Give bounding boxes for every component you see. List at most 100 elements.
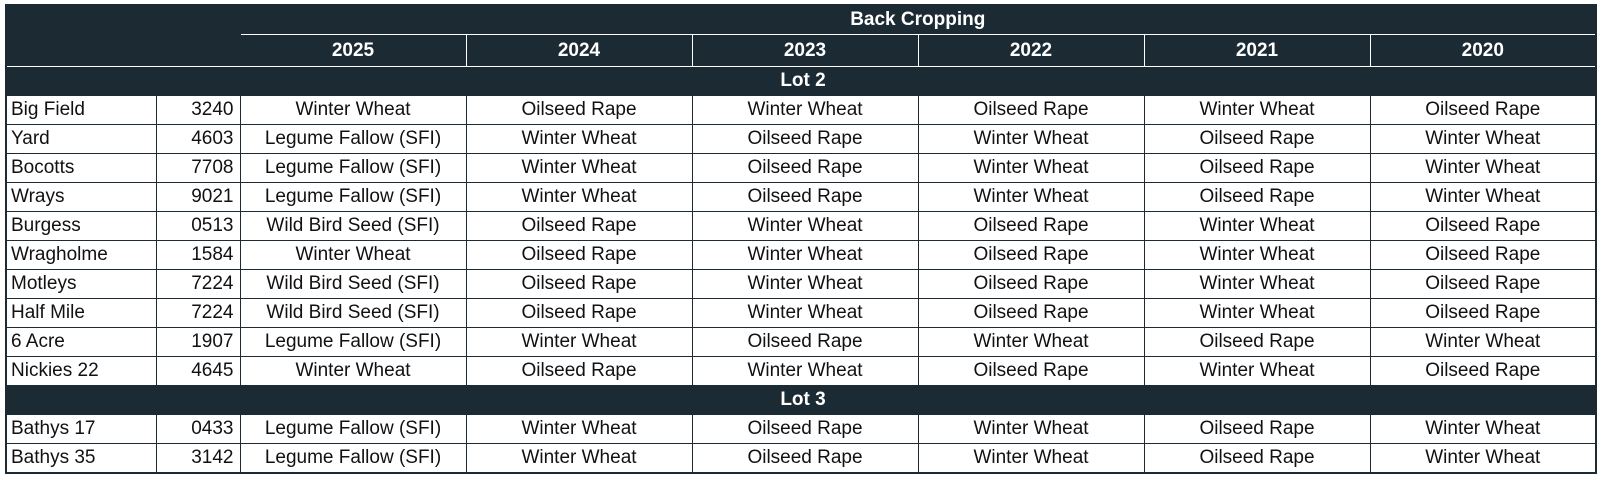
- crop-cell: Oilseed Rape: [1369, 95, 1597, 125]
- crop-cell: Winter Wheat: [691, 95, 919, 125]
- crop-cell: Oilseed Rape: [465, 240, 693, 270]
- crop-cell: Winter Wheat: [691, 356, 919, 386]
- field-code: 3240: [155, 95, 241, 125]
- data-row: Bocotts 7708 Legume Fallow (SFI) Winter Whe…: [5, 153, 1597, 183]
- crop-cell: Winter Wheat: [691, 240, 919, 270]
- crop-cell: Winter Wheat: [1143, 269, 1371, 299]
- field-code: 7224: [155, 269, 241, 299]
- data-row: Half Mile 7224 Wild Bird Seed (SFI) Oilseed…: [5, 298, 1597, 328]
- data-row: Bathys 35 3142 Legume Fallow (SFI) Winter W…: [5, 443, 1597, 474]
- field-name: 6 Acre: [5, 327, 157, 357]
- crop-cell: Oilseed Rape: [1143, 182, 1371, 212]
- crop-cell: Oilseed Rape: [1369, 240, 1597, 270]
- crop-cell: Oilseed Rape: [691, 443, 919, 474]
- crop-cell: Winter Wheat: [465, 153, 693, 183]
- data-row: Motleys 7224 Wild Bird Seed (SFI) Oilseed R…: [5, 269, 1597, 299]
- crop-cell: Oilseed Rape: [691, 414, 919, 444]
- crop-cell: Oilseed Rape: [691, 124, 919, 154]
- data-row: Yard 4603 Legume Fallow (SFI) Winter Wheat O…: [5, 124, 1597, 154]
- field-code: 0513: [155, 211, 241, 241]
- crop-cell: Oilseed Rape: [917, 356, 1145, 386]
- crop-cell: Winter Wheat: [1143, 298, 1371, 328]
- crop-cell: Oilseed Rape: [917, 298, 1145, 328]
- crop-cell: Wild Bird Seed (SFI): [239, 298, 467, 328]
- crop-cell: Oilseed Rape: [1143, 327, 1371, 357]
- crop-cell: Winter Wheat: [691, 211, 919, 241]
- year-header: 2025: [239, 34, 467, 67]
- table-title: Back Cropping: [239, 4, 1597, 35]
- crop-cell: Winter Wheat: [1369, 182, 1597, 212]
- crop-cell: Legume Fallow (SFI): [239, 443, 467, 474]
- group-row: Lot 2: [5, 66, 1597, 96]
- crop-cell: Oilseed Rape: [917, 269, 1145, 299]
- field-code: 7224: [155, 298, 241, 328]
- crop-cell: Oilseed Rape: [1369, 269, 1597, 299]
- crop-cell: Oilseed Rape: [1369, 298, 1597, 328]
- field-name: Half Mile: [5, 298, 157, 328]
- crop-cell: Winter Wheat: [1369, 327, 1597, 357]
- field-name: Nickies 22: [5, 356, 157, 386]
- crop-cell: Winter Wheat: [1369, 124, 1597, 154]
- crop-cell: Oilseed Rape: [1369, 211, 1597, 241]
- field-name: Bathys 35: [5, 443, 157, 474]
- data-row: Nickies 22 4645 Winter Wheat Oilseed Rape Wi…: [5, 356, 1597, 386]
- crop-cell: Winter Wheat: [465, 124, 693, 154]
- field-code: 1907: [155, 327, 241, 357]
- crop-cell: Oilseed Rape: [465, 269, 693, 299]
- field-code: 4603: [155, 124, 241, 154]
- crop-cell: Winter Wheat: [1369, 414, 1597, 444]
- crop-cell: Winter Wheat: [691, 298, 919, 328]
- field-code: 1584: [155, 240, 241, 270]
- field-name: Big Field: [5, 95, 157, 125]
- data-row: Wrays 9021 Legume Fallow (SFI) Winter Wheat…: [5, 182, 1597, 212]
- crop-cell: Winter Wheat: [917, 327, 1145, 357]
- field-name: Yard: [5, 124, 157, 154]
- field-code: 4645: [155, 356, 241, 386]
- crop-cell: Winter Wheat: [917, 414, 1145, 444]
- data-row: Big Field 3240 Winter Wheat Oilseed Rape Win…: [5, 95, 1597, 125]
- crop-cell: Winter Wheat: [917, 443, 1145, 474]
- crop-cell: Oilseed Rape: [1143, 124, 1371, 154]
- field-code: 9021: [155, 182, 241, 212]
- field-name: Bathys 17: [5, 414, 157, 444]
- field-code: 7708: [155, 153, 241, 183]
- blank-cell: [5, 4, 241, 67]
- field-name: Bocotts: [5, 153, 157, 183]
- crop-cell: Oilseed Rape: [691, 182, 919, 212]
- crop-cell: Winter Wheat: [1143, 240, 1371, 270]
- crop-cell: Legume Fallow (SFI): [239, 327, 467, 357]
- year-header: 2024: [465, 34, 693, 67]
- crop-table: Back Cropping 2025 2024 2023 2022 2021 2020 Lot…: [5, 4, 1598, 474]
- year-header: 2022: [917, 34, 1145, 67]
- crop-cell: Wild Bird Seed (SFI): [239, 211, 467, 241]
- field-code: 3142: [155, 443, 241, 474]
- crop-cell: Oilseed Rape: [691, 153, 919, 183]
- field-name: Wragholme: [5, 240, 157, 270]
- crop-cell: Winter Wheat: [239, 356, 467, 386]
- year-row: 2025 2024 2023 2022 2021 2020: [6, 34, 1597, 67]
- crop-cell: Oilseed Rape: [465, 356, 693, 386]
- crop-cell: Oilseed Rape: [465, 298, 693, 328]
- data-row: Bathys 17 0433 Legume Fallow (SFI) Winter W…: [5, 414, 1597, 444]
- data-row: 6 Acre 1907 Legume Fallow (SFI) Winter Whea…: [5, 327, 1597, 357]
- year-header: 2023: [691, 34, 919, 67]
- crop-cell: Winter Wheat: [239, 240, 467, 270]
- group-label: Lot 3: [5, 385, 1597, 415]
- crop-cell: Winter Wheat: [1143, 211, 1371, 241]
- crop-cell: Winter Wheat: [465, 443, 693, 474]
- crop-cell: Winter Wheat: [465, 327, 693, 357]
- crop-cell: Winter Wheat: [465, 414, 693, 444]
- crop-cell: Winter Wheat: [239, 95, 467, 125]
- year-header: 2021: [1143, 34, 1371, 67]
- field-code: 0433: [155, 414, 241, 444]
- crop-cell: Oilseed Rape: [917, 211, 1145, 241]
- crop-cell: Winter Wheat: [691, 269, 919, 299]
- crop-cell: Winter Wheat: [917, 182, 1145, 212]
- crop-cell: Winter Wheat: [1143, 95, 1371, 125]
- crop-cell: Legume Fallow (SFI): [239, 124, 467, 154]
- field-name: Motleys: [5, 269, 157, 299]
- crop-cell: Oilseed Rape: [1143, 153, 1371, 183]
- crop-cell: Winter Wheat: [465, 182, 693, 212]
- crop-cell: Oilseed Rape: [917, 240, 1145, 270]
